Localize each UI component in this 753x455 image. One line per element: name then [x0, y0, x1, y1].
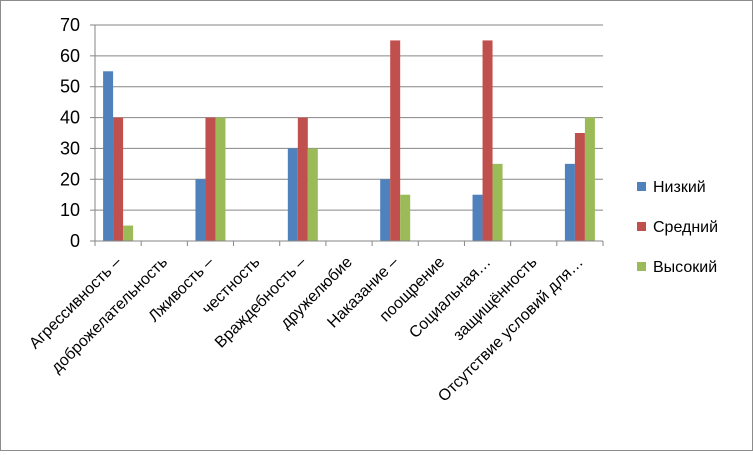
bar-3-9: [492, 163, 503, 241]
legend-swatch: [637, 222, 646, 231]
y-axis-ticks: 0 10 20 30 40 50 60 70: [60, 15, 95, 251]
y-tick-label: 50: [60, 77, 80, 97]
y-tick-label: 30: [60, 138, 80, 158]
bar-3-11: [584, 117, 595, 241]
bar-2-5: [297, 117, 308, 241]
bar-2-1: [113, 117, 124, 241]
bar-3-3: [215, 117, 226, 241]
gridlines: [95, 24, 603, 211]
bar-1-7: [380, 179, 391, 241]
legend-label: Высокий: [653, 259, 717, 276]
bar-1-5: [287, 148, 298, 241]
legend: Низкий Средний Высокий: [637, 179, 718, 276]
legend-swatch: [637, 182, 646, 191]
bar-2-9: [482, 40, 493, 241]
y-tick-label: 60: [60, 46, 80, 66]
legend-label: Средний: [653, 219, 718, 236]
legend-swatch: [637, 262, 646, 271]
y-tick-label: 70: [60, 15, 80, 35]
x-axis-labels: Агрессивность –доброжелательностьЛживост…: [26, 254, 586, 406]
y-tick-label: 40: [60, 108, 80, 128]
y-tick-label: 10: [60, 200, 80, 220]
bar-2-11: [574, 133, 585, 241]
y-tick-label: 20: [60, 169, 80, 189]
axes: [94, 25, 604, 246]
bar-3-5: [307, 148, 318, 241]
category-label: Социальная…: [406, 254, 494, 342]
bar-1-3: [195, 179, 206, 241]
bar-1-11: [564, 163, 575, 241]
bar-2-3: [205, 117, 216, 241]
bar-1-1: [103, 71, 114, 242]
bar-3-7: [400, 194, 411, 241]
bar-1-9: [472, 194, 483, 241]
legend-label: Низкий: [653, 179, 706, 196]
bar-3-1: [123, 225, 134, 241]
y-tick-label: 0: [70, 231, 80, 251]
bar-2-7: [390, 40, 401, 241]
bars: [103, 40, 595, 242]
category-label: защищённость: [450, 254, 540, 344]
